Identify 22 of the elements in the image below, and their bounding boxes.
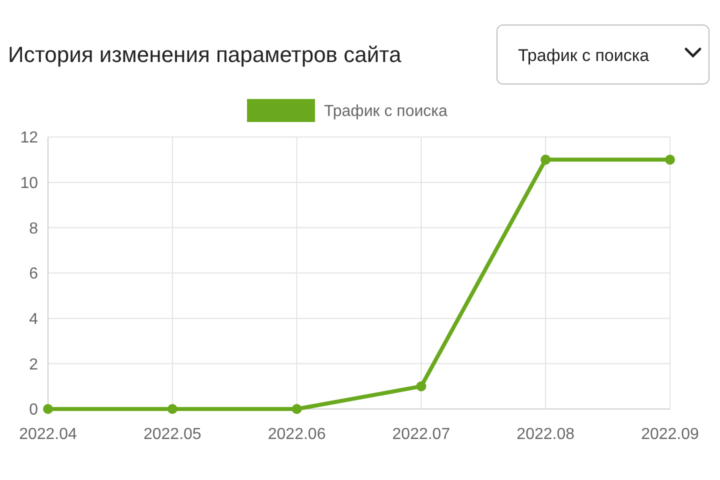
text: Трафик с поиска [518,46,650,65]
chart-title: История изменения параметров сайта [8,42,402,67]
point [43,404,53,414]
point [540,154,551,165]
x-tick-label: 2022.06 [268,426,326,443]
x-tick-label: 2022.09 [641,426,700,443]
legend-label: Трафик с поиска [324,103,448,120]
y-tick-label: 4 [29,310,38,328]
y-tick-label: 0 [29,402,38,419]
y-tick-label: 8 [29,220,38,238]
point [167,404,178,414]
y-tick-label: 2 [29,356,38,374]
point [292,404,302,414]
y-tick-label: 6 [29,266,38,283]
y-tick-label: 10 [20,174,38,192]
x-tick-label: 2022.05 [143,426,202,443]
point [665,154,675,165]
x-tick-label: 2022.07 [392,426,450,443]
x-tick-label: 2022.04 [19,426,78,443]
y-tick-label: 12 [20,130,38,147]
x-tick-label: 2022.08 [516,426,575,443]
point [416,381,426,392]
